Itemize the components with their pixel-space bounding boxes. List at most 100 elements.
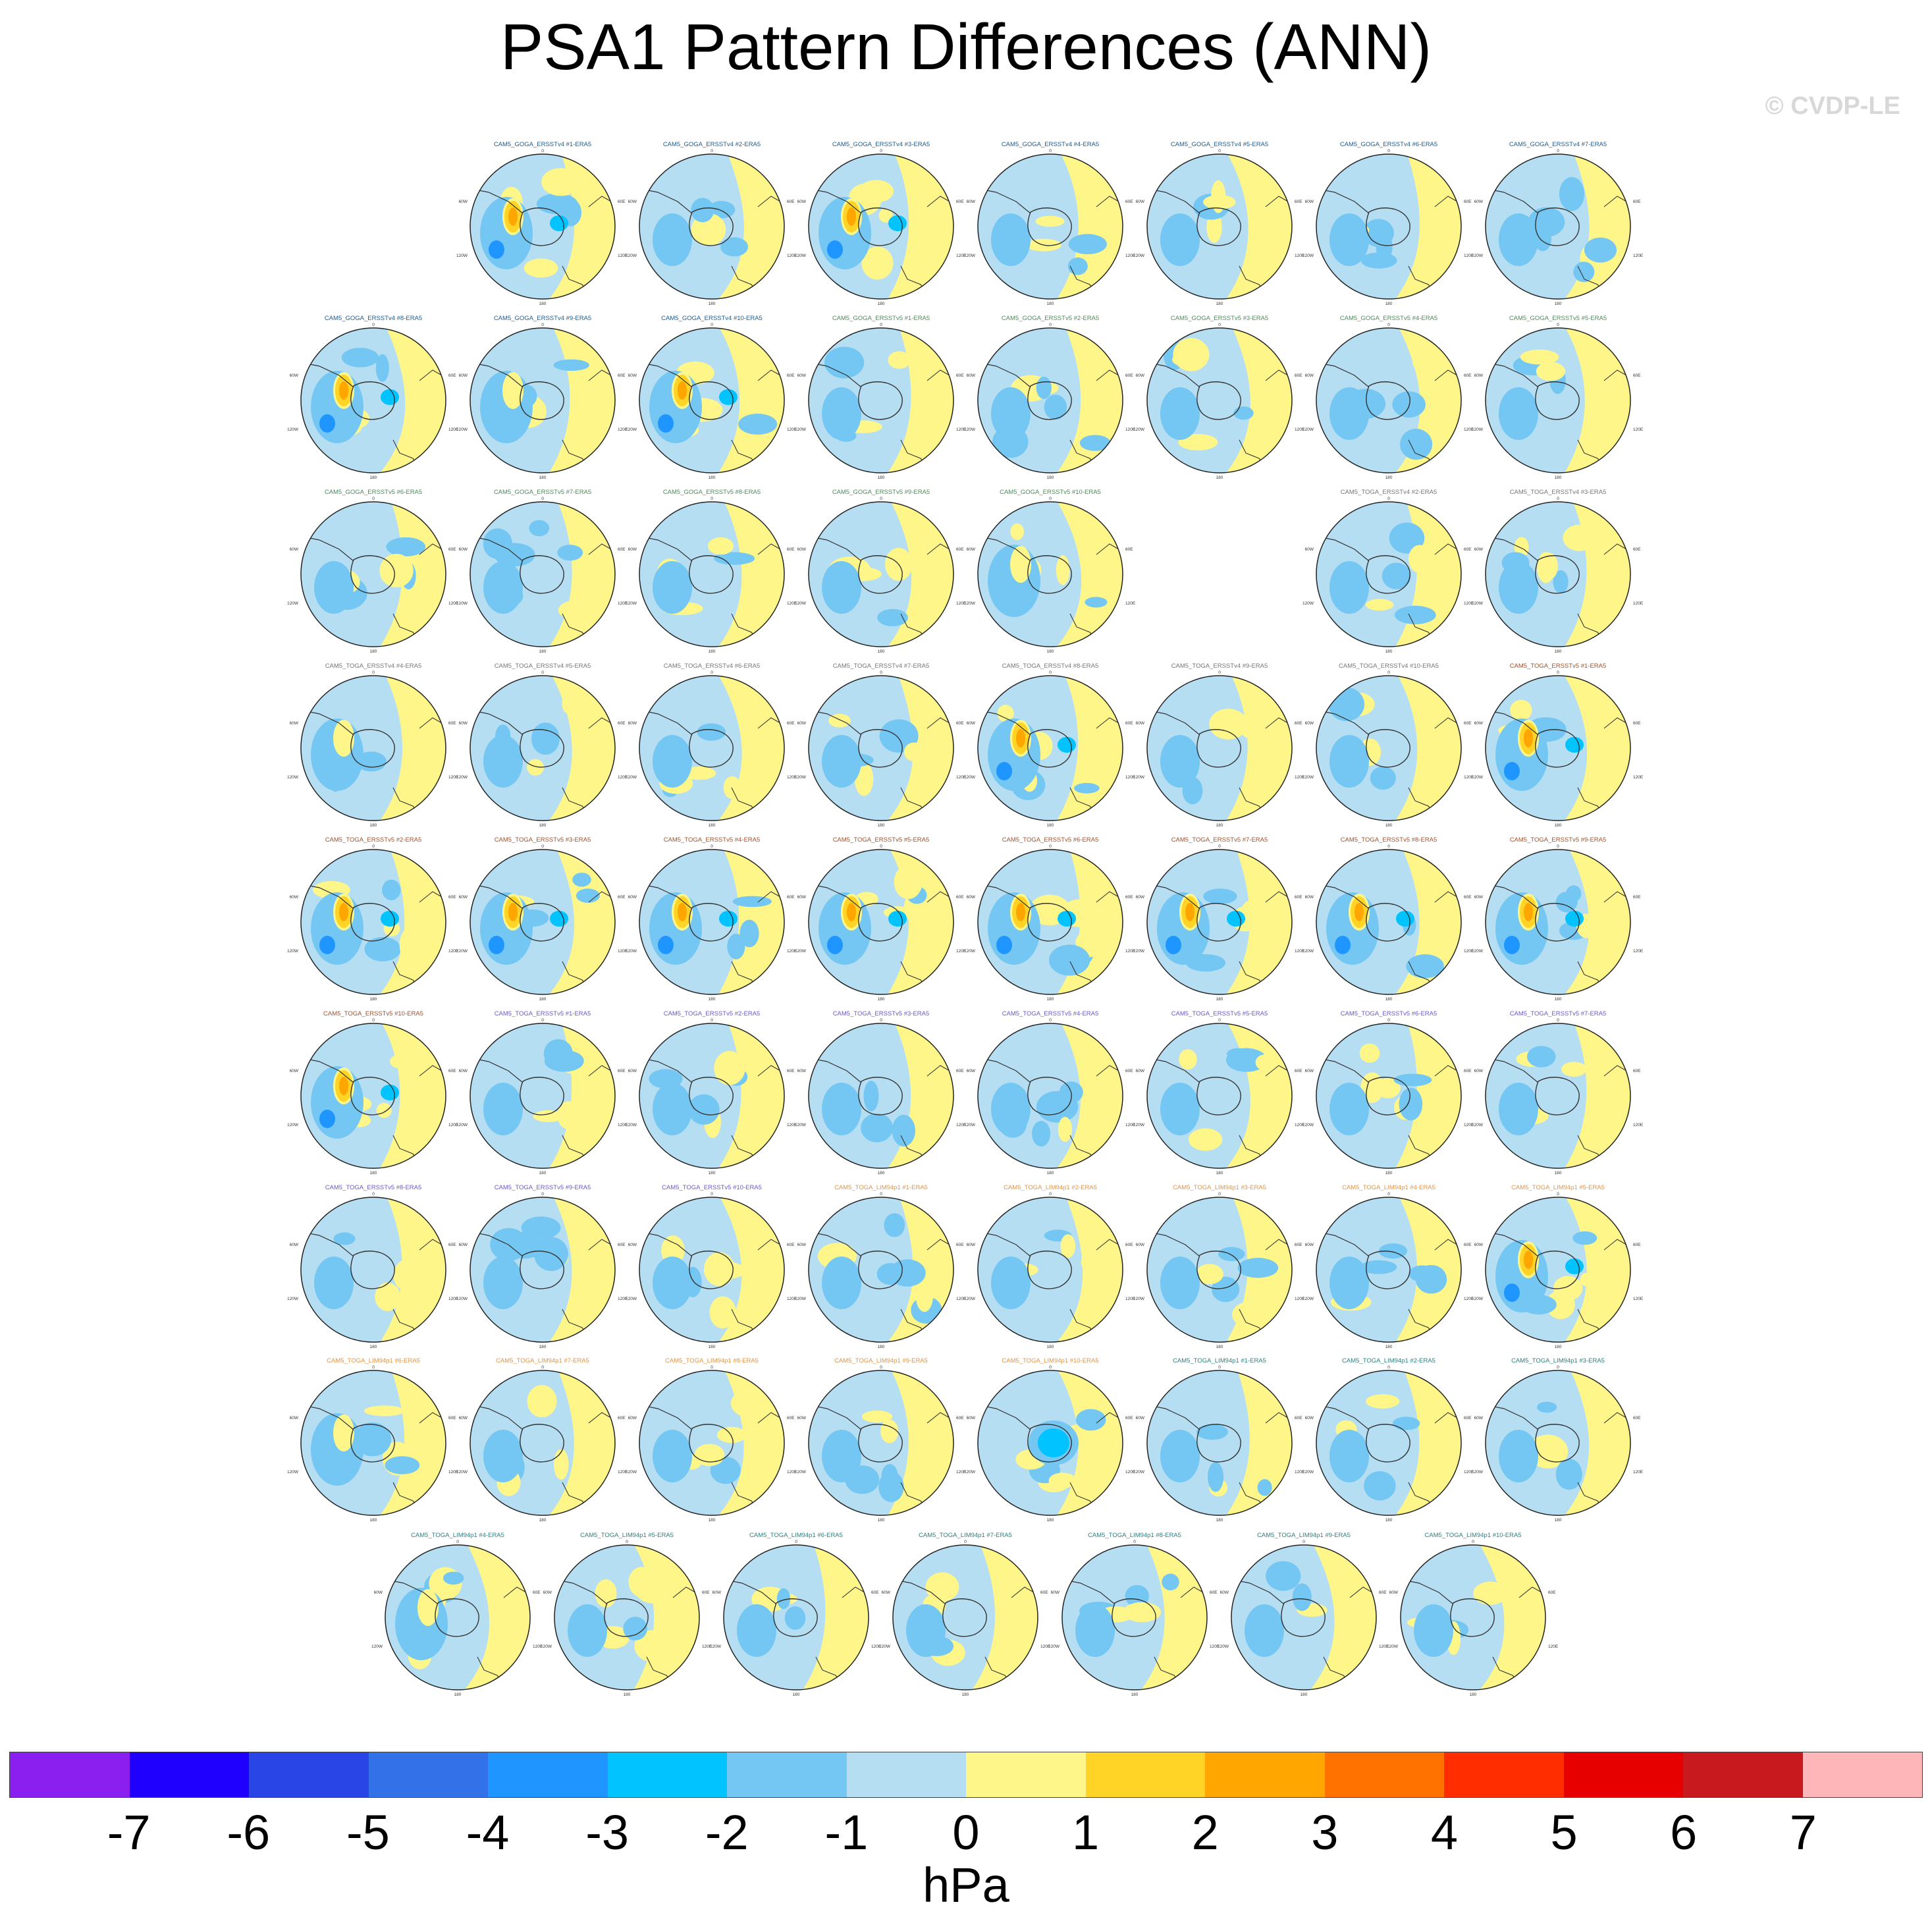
negative-anomaly-core: [719, 911, 738, 927]
positive-anomaly-region: [888, 676, 953, 821]
antarctica-coastline: [1196, 1251, 1241, 1289]
anomaly-blob: [529, 520, 550, 537]
panel-title: CAM5_GOGA_ERSSTv5 #10-ERA5: [1000, 489, 1101, 496]
map-tick-label: 60W: [459, 1243, 468, 1247]
map-tick-label: 120E: [956, 601, 967, 606]
positive-anomaly-max: [1355, 903, 1364, 921]
negative-anomaly-region: [1160, 735, 1200, 788]
map-tick-label: 0: [1218, 1365, 1221, 1370]
map-tick-label: 120W: [371, 1644, 383, 1649]
map-tick-label: 120E: [618, 1470, 628, 1474]
map-border: [808, 849, 954, 995]
africa-coastline: [1096, 1239, 1119, 1251]
map-tick-label: 60W: [1305, 1243, 1314, 1247]
positive-anomaly-core: [502, 372, 523, 409]
positive-anomaly-region: [1565, 154, 1630, 299]
map-border: [1485, 675, 1631, 821]
map-tick-label: 180: [878, 1518, 885, 1523]
negative-anomaly-core: [1565, 911, 1584, 927]
anomaly-blob: [399, 928, 419, 962]
africa-coastline: [757, 1065, 781, 1077]
map-panel: 0 180 60W 60E 120W 120E CAM5_TOGA_ERSSTv4 #10-…: [1302, 662, 1474, 828]
map-tick-label: 120W: [1302, 775, 1314, 780]
map-tick-label: 60E: [787, 895, 795, 900]
map-tick-label: 120E: [1548, 1644, 1559, 1649]
map-tick-label: 0: [541, 1365, 544, 1370]
map-tick-label: 0: [541, 670, 544, 675]
map-tick-label: 60W: [797, 1069, 807, 1073]
negative-anomaly-region: [1499, 1430, 1538, 1482]
anomaly-blob: [1237, 1258, 1279, 1278]
antarctica-coastline: [689, 207, 734, 246]
map-tick-label: 180: [1216, 302, 1223, 306]
map-panel: 0 180 60W 60E 120W 120E CAM5_TOGA_ERSSTv5 #9-E…: [456, 1184, 628, 1349]
map-tick-label: 0: [1557, 497, 1559, 501]
map-tick-label: 0: [456, 1540, 459, 1544]
positive-anomaly-region: [380, 676, 446, 821]
antarctica-coastline: [1196, 381, 1241, 420]
map-tick-label: 60E: [1633, 895, 1641, 900]
antarctica-coastline: [689, 1424, 734, 1463]
map-tick-label: 120E: [1464, 949, 1474, 954]
map-tick-label: 120E: [618, 254, 628, 258]
map-border: [977, 1197, 1123, 1343]
anomaly-blob: [1328, 687, 1365, 722]
map-tick-label: 0: [1557, 1192, 1559, 1197]
map-border: [977, 849, 1123, 995]
map-border: [1316, 501, 1462, 647]
positive-anomaly-max: [508, 903, 518, 921]
negative-anomaly-core: [1565, 1258, 1584, 1274]
panel-title: CAM5_TOGA_ERSSTv5 #9-ERA5: [495, 1184, 591, 1191]
anomaly-blob: [1067, 257, 1088, 275]
panel-title: CAM5_TOGA_ERSSTv4 #5-ERA5: [495, 662, 591, 670]
map-tick-label: 60W: [1136, 373, 1145, 378]
map-tick-label: 60W: [1136, 895, 1145, 900]
map-tick-label: 120W: [1133, 427, 1145, 432]
map-tick-label: 120W: [1472, 775, 1484, 780]
positive-anomaly-max: [847, 207, 856, 226]
panel-title: CAM5_TOGA_ERSSTv5 #10-ERA5: [323, 1010, 423, 1017]
anomaly-blob: [1173, 338, 1210, 371]
map-tick-label: 0: [1049, 497, 1052, 501]
map-tick-label: 180: [1047, 649, 1054, 654]
map-tick-label: 60W: [290, 1416, 299, 1420]
positive-anomaly-core: [333, 1415, 354, 1451]
antarctica-coastline: [350, 1424, 395, 1463]
map-tick-label: 120W: [1302, 1123, 1314, 1127]
map-tick-label: 120W: [287, 1297, 299, 1301]
positive-anomaly-region: [549, 1197, 615, 1342]
panel-title: CAM5_TOGA_LIM94p1 #4-ERA5: [411, 1532, 504, 1539]
colorbar-segment: [1205, 1752, 1325, 1797]
colorbar-segment: [1683, 1752, 1803, 1797]
map-tick-label: 60E: [871, 1590, 879, 1595]
negative-anomaly-core: [550, 215, 568, 231]
positive-anomaly-region: [803, 1545, 869, 1690]
map-tick-label: 120E: [956, 1470, 967, 1474]
anomaly-blob: [1394, 605, 1436, 624]
negative-anomaly-region: [822, 735, 861, 788]
anomaly-blob: [1555, 1459, 1582, 1490]
anomaly-blob: [404, 905, 424, 931]
map-tick-label: 0: [711, 497, 713, 501]
map-tick-label: 120W: [1218, 1644, 1229, 1649]
anomaly-blob: [1060, 1234, 1076, 1258]
negative-anomaly-core: [489, 240, 504, 259]
anomaly-blob: [1044, 394, 1067, 420]
map-tick-label: 0: [711, 1192, 713, 1197]
anomaly-blob: [398, 1219, 421, 1233]
map-border: [470, 327, 616, 473]
map-tick-label: 120W: [795, 949, 807, 954]
negative-anomaly-region: [483, 735, 523, 788]
antarctica-coastline: [350, 555, 395, 594]
antarctica-coastline: [1366, 1251, 1410, 1289]
negative-anomaly-region: [653, 213, 692, 266]
africa-coastline: [588, 1239, 612, 1251]
map-panel: 0 180 60W 60E 120W 120E CAM5_TOGA_ERSSTv5 #7-E…: [1472, 1010, 1644, 1176]
map-tick-label: 60W: [1305, 547, 1314, 552]
map-tick-label: 120W: [964, 775, 976, 780]
map-border: [1485, 849, 1631, 995]
antarctica-coastline: [858, 555, 903, 594]
anomaly-blob: [376, 1102, 392, 1118]
map-tick-label: 120E: [1464, 1297, 1474, 1301]
map-tick-label: 120E: [956, 427, 967, 432]
